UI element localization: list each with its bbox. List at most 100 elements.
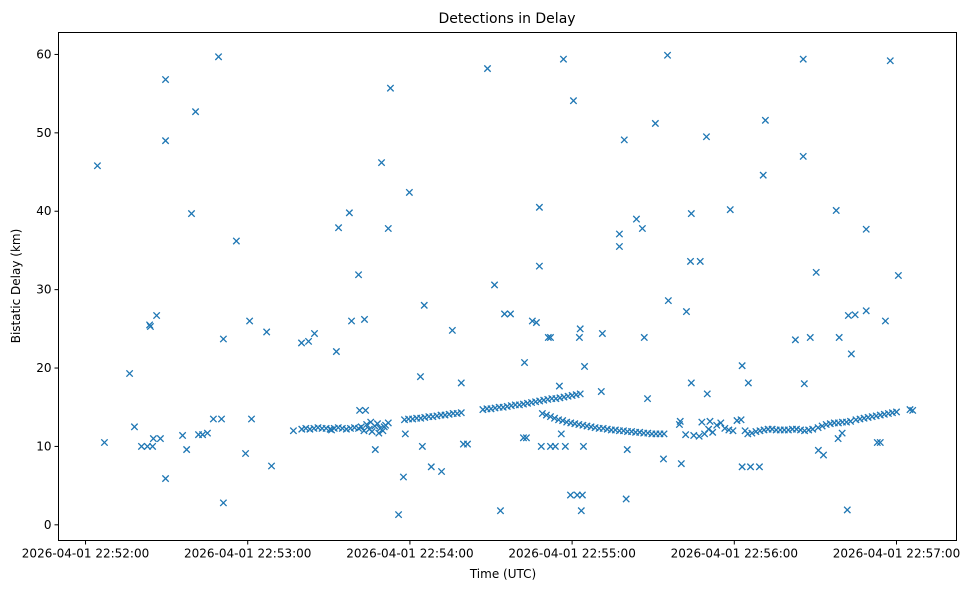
data-point [744,379,753,387]
y-tick-label: 10 [36,439,51,453]
data-point [660,430,668,438]
data-point [209,415,218,423]
data-point [245,317,254,325]
data-point [846,417,855,425]
data-point [542,411,551,419]
data-point [232,237,241,245]
data-point [327,426,336,434]
data-point [799,152,807,161]
data-point [125,369,134,378]
data-point [219,499,228,507]
data-point [519,434,528,442]
data-point [575,333,584,342]
data-point [814,423,822,432]
data-point [416,372,425,381]
data-point [598,329,607,338]
y-axis-label: Bistatic Delay (km) [9,229,23,344]
data-point [791,336,800,344]
data-point [738,362,746,370]
data-point [399,473,408,481]
data-point [137,442,146,451]
data-point [557,430,565,438]
data-point [640,333,648,342]
data-point [729,427,737,435]
data-point [297,339,306,347]
data-point [551,442,560,451]
data-point [394,510,403,519]
x-tick-label: 2026-04-01 22:52:00 [22,547,149,561]
data-point [427,463,435,471]
data-point [892,408,901,416]
data-point [703,390,711,398]
data-point [909,406,917,415]
data-point [528,317,537,325]
data-point [577,507,585,515]
data-point [544,333,552,342]
data-point [894,271,903,280]
x-tick-label: 2026-04-01 22:55:00 [508,547,635,561]
data-point [851,311,859,319]
data-point [835,333,843,342]
data-point [676,417,684,425]
data-point [420,301,428,309]
data-point [457,409,465,417]
data-point [241,449,250,458]
data-point [704,425,713,433]
data-point [809,425,817,433]
data-point [686,257,695,266]
data-point [838,429,846,437]
data-point [182,445,191,454]
data-point [483,64,492,73]
data-point [579,442,588,451]
x-tick-label: 2026-04-01 22:53:00 [184,547,311,561]
data-point [146,322,155,331]
y-tick-label: 60 [36,47,51,61]
data-point [812,268,820,277]
data-point [361,406,370,415]
data-point [535,262,544,270]
data-point [687,209,695,218]
data-point [623,445,631,454]
data-point [726,206,734,214]
data-point [566,491,575,499]
data-point [558,416,567,425]
data-point [538,409,547,418]
data-point [537,442,545,451]
data-point [800,380,808,388]
y-tick-label: 20 [36,361,51,375]
y-tick-label: 0 [44,518,52,532]
data-point [198,431,207,439]
data-point [377,158,386,167]
data-point [862,307,870,315]
data-point [532,318,541,327]
data-point [664,296,672,305]
data-point [384,224,392,233]
data-point [597,387,605,396]
data-point [759,171,767,179]
data-point [881,317,890,325]
data-point [819,451,828,459]
data-point [100,438,109,447]
data-point [401,430,409,438]
data-point [367,418,375,426]
data-point [834,434,842,443]
data-point [555,382,564,390]
data-point [161,137,170,145]
chart-title: Detections in Delay [438,11,575,27]
data-point [219,335,228,343]
data-point [638,224,647,233]
data-point [357,423,365,431]
data-point [148,442,157,451]
data-point [522,434,531,442]
data-point [761,116,770,124]
data-point [363,420,371,429]
data-point [847,350,856,358]
data-point [886,57,894,65]
data-point [345,209,354,217]
data-point [191,108,200,116]
data-point [843,506,851,514]
data-point [876,438,884,447]
data-point [214,53,223,61]
data-point [677,460,685,468]
